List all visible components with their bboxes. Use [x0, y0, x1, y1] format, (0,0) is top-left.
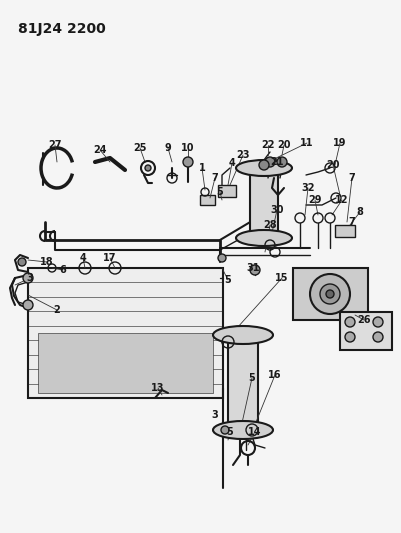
- Circle shape: [345, 332, 355, 342]
- Ellipse shape: [213, 326, 273, 344]
- Text: 16: 16: [268, 370, 282, 380]
- Ellipse shape: [236, 230, 292, 246]
- Ellipse shape: [213, 421, 273, 439]
- Bar: [335, 225, 355, 237]
- Bar: [340, 312, 392, 350]
- Circle shape: [277, 157, 287, 167]
- Text: 28: 28: [263, 220, 277, 230]
- Circle shape: [326, 290, 334, 298]
- Text: 26: 26: [357, 315, 371, 325]
- Text: 24: 24: [93, 145, 107, 155]
- Text: 5: 5: [249, 373, 255, 383]
- Text: 8: 8: [356, 207, 363, 217]
- Ellipse shape: [236, 160, 292, 176]
- Text: 20: 20: [277, 140, 291, 150]
- Circle shape: [23, 300, 33, 310]
- Text: 18: 18: [40, 257, 54, 267]
- Text: 1: 1: [198, 163, 205, 173]
- Text: 9: 9: [165, 143, 171, 153]
- Text: 7: 7: [348, 217, 355, 227]
- Circle shape: [250, 265, 260, 275]
- Circle shape: [265, 157, 275, 167]
- Circle shape: [373, 317, 383, 327]
- Text: 3: 3: [212, 410, 219, 420]
- Bar: [228, 335, 258, 430]
- Text: 7: 7: [212, 173, 219, 183]
- Text: 2: 2: [54, 305, 61, 315]
- Text: 5: 5: [217, 187, 223, 197]
- Text: 10: 10: [181, 143, 195, 153]
- Text: 4: 4: [80, 253, 86, 263]
- Text: 5: 5: [225, 275, 231, 285]
- Bar: [200, 195, 215, 205]
- Circle shape: [23, 273, 33, 283]
- Text: 32: 32: [301, 183, 315, 193]
- Bar: [250, 168, 278, 238]
- Text: 23: 23: [236, 150, 250, 160]
- Text: 81J24 2200: 81J24 2200: [18, 22, 106, 36]
- Text: 15: 15: [275, 273, 289, 283]
- Circle shape: [218, 254, 226, 262]
- Circle shape: [320, 284, 340, 304]
- Bar: [28, 268, 223, 398]
- Circle shape: [259, 160, 269, 170]
- Text: 4: 4: [229, 158, 235, 168]
- Bar: [218, 185, 236, 197]
- Text: 21: 21: [270, 157, 284, 167]
- Text: 31: 31: [246, 263, 260, 273]
- Text: 17: 17: [103, 253, 117, 263]
- Text: 25: 25: [133, 143, 147, 153]
- Text: 11: 11: [300, 138, 314, 148]
- Text: 29: 29: [308, 195, 322, 205]
- Circle shape: [18, 258, 26, 266]
- Text: 22: 22: [261, 140, 275, 150]
- Text: 13: 13: [151, 383, 165, 393]
- Text: 14: 14: [248, 427, 262, 437]
- Text: 5: 5: [227, 427, 233, 437]
- Bar: [293, 268, 368, 320]
- Bar: [38, 333, 213, 393]
- Circle shape: [373, 332, 383, 342]
- Circle shape: [345, 317, 355, 327]
- Text: 7: 7: [348, 173, 355, 183]
- Text: 3: 3: [26, 273, 33, 283]
- Text: 6: 6: [60, 265, 67, 275]
- Circle shape: [183, 157, 193, 167]
- Text: 27: 27: [48, 140, 62, 150]
- Circle shape: [145, 165, 151, 171]
- Circle shape: [310, 274, 350, 314]
- Text: 30: 30: [270, 205, 284, 215]
- Text: 12: 12: [335, 195, 349, 205]
- Text: 20: 20: [326, 160, 340, 170]
- Circle shape: [221, 426, 229, 434]
- Text: 19: 19: [333, 138, 347, 148]
